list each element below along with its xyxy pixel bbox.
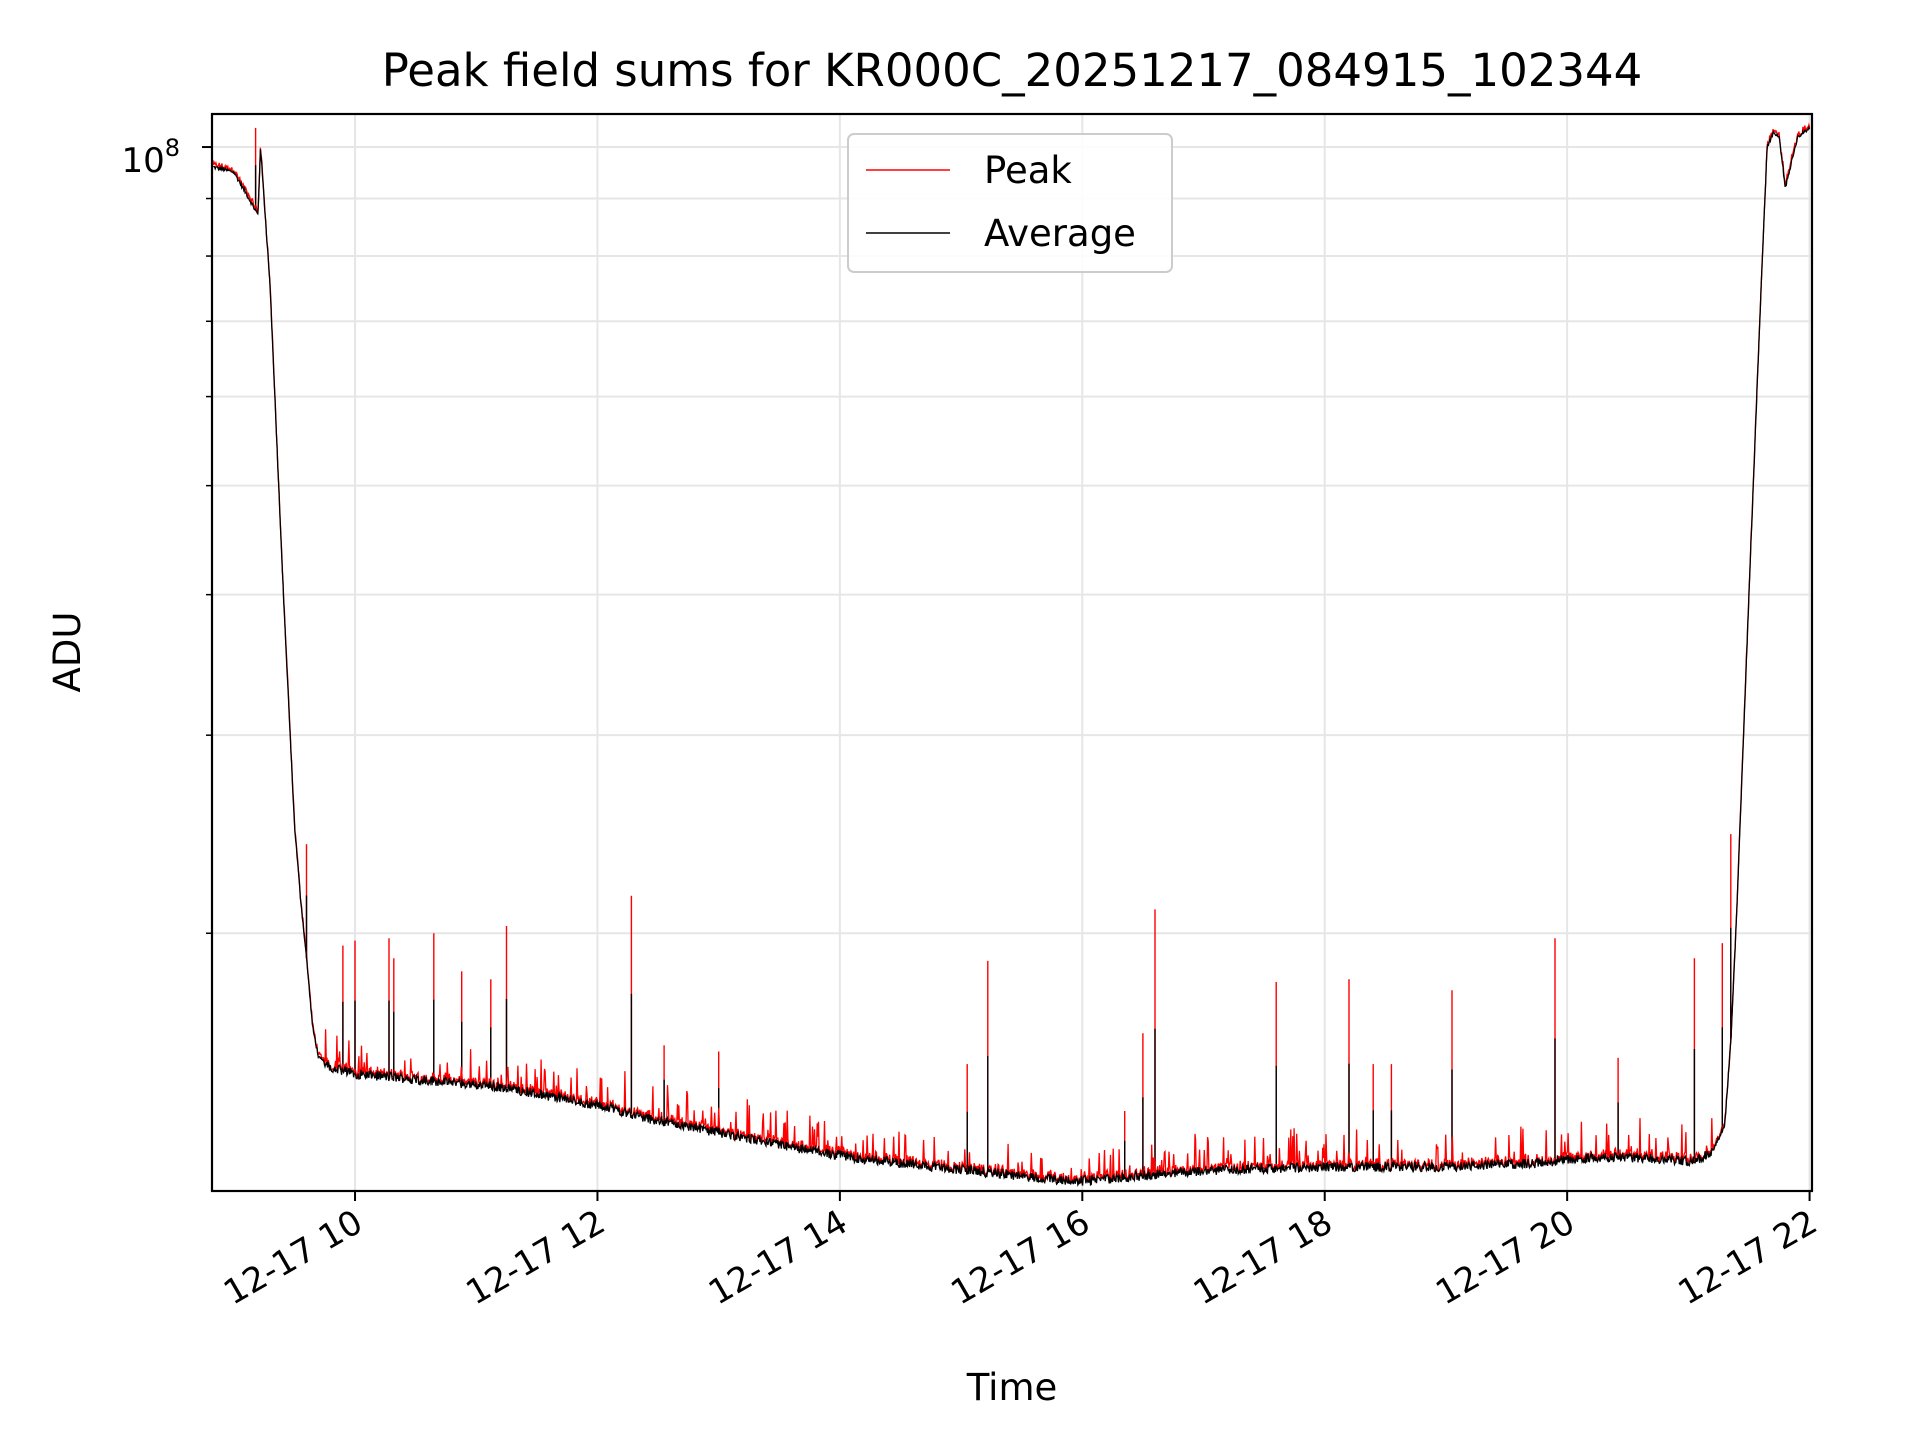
y-tick-base: 10 bbox=[121, 141, 164, 181]
legend: Peak Average bbox=[847, 133, 1173, 273]
legend-average-label: Average bbox=[984, 212, 1136, 255]
x-axis-label: Time bbox=[966, 1366, 1058, 1409]
legend-peak-label: Peak bbox=[984, 149, 1072, 192]
average-series-line bbox=[213, 125, 1811, 1188]
legend-box bbox=[847, 133, 1173, 273]
y-axis-label: ADU bbox=[46, 612, 89, 693]
chart-title: Peak field sums for KR000C_20251217_0849… bbox=[382, 44, 1642, 97]
y-tick-exponent: 8 bbox=[165, 134, 180, 162]
y-tick-label-1e8: 108 bbox=[121, 134, 180, 181]
y-ticks bbox=[202, 146, 212, 935]
axes-frame bbox=[210, 112, 1814, 1193]
plot-lines bbox=[212, 122, 1811, 1188]
